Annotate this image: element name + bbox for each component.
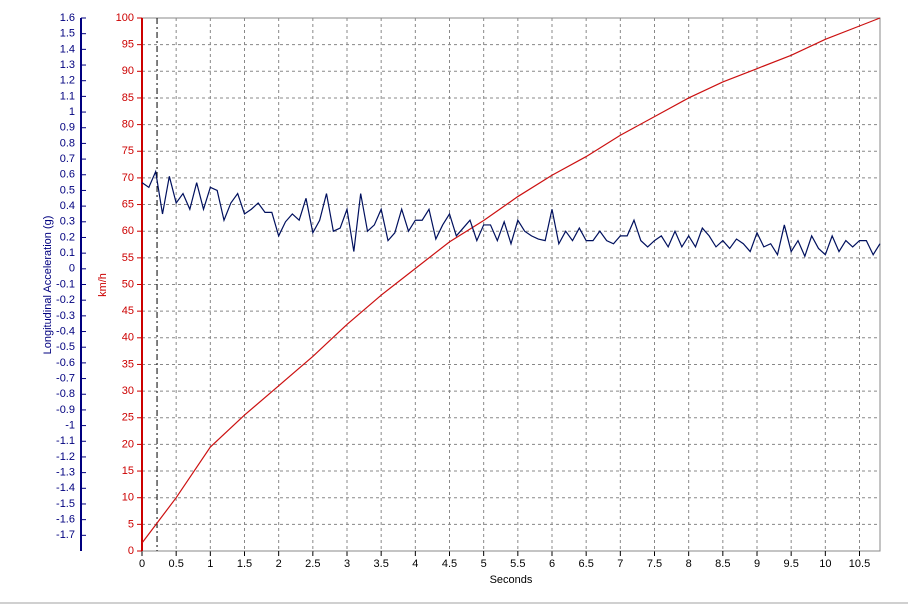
y2-tick-label: -1 <box>65 419 75 431</box>
x-tick-label: 0.5 <box>169 558 184 570</box>
x-tick-label: 8.5 <box>715 558 730 570</box>
y2-tick-label: 1.6 <box>60 12 75 24</box>
y2-tick-label: 1.1 <box>60 90 75 102</box>
x-tick-label: 4.5 <box>442 558 457 570</box>
y-tick-label: 50 <box>122 278 134 290</box>
y2-tick-label: 1.3 <box>60 59 75 71</box>
y2-axis-title: Longitudinal Acceleration (g) <box>42 216 54 355</box>
x-tick-label: 10.5 <box>849 558 870 570</box>
y2-tick-label: -1.2 <box>56 451 75 463</box>
x-tick-label: 2 <box>276 558 282 570</box>
y2-tick-label: -1.1 <box>56 435 75 447</box>
y-tick-label: 70 <box>122 172 134 184</box>
y-tick-label: 5 <box>128 518 134 530</box>
y2-tick-label: -0.7 <box>56 372 75 384</box>
y-tick-label: 55 <box>122 252 134 264</box>
y2-tick-label: 1 <box>69 106 75 118</box>
x-tick-label: 5 <box>481 558 487 570</box>
y2-tick-label: 0.9 <box>60 122 75 134</box>
y2-tick-label: 0.1 <box>60 247 75 259</box>
y2-tick-label: 0.2 <box>60 231 75 243</box>
y-tick-label: 20 <box>122 438 134 450</box>
y-tick-label: 40 <box>122 332 134 344</box>
y2-tick-label: -0.2 <box>56 294 75 306</box>
y-tick-label: 30 <box>122 385 134 397</box>
y-tick-label: 65 <box>122 198 134 210</box>
y2-tick-label: 0 <box>69 263 75 275</box>
y2-tick-label: 1.5 <box>60 28 75 40</box>
x-tick-label: 6 <box>549 558 555 570</box>
y2-tick-label: -0.8 <box>56 388 75 400</box>
y2-tick-label: -1.5 <box>56 498 75 510</box>
y2-tick-label: 0.8 <box>60 137 75 149</box>
y2-tick-label: -0.3 <box>56 310 75 322</box>
y-tick-label: 85 <box>122 92 134 104</box>
y2-tick-label: -1.4 <box>56 482 75 494</box>
series-line <box>141 169 881 258</box>
x-tick-label: 7.5 <box>647 558 662 570</box>
x-tick-label: 2.5 <box>305 558 320 570</box>
y2-tick-label: -1.3 <box>56 467 75 479</box>
x-tick-label: 9 <box>754 558 760 570</box>
y2-tick-label: 0.5 <box>60 184 75 196</box>
x-tick-label: 6.5 <box>579 558 594 570</box>
x-tick-label: 9.5 <box>784 558 799 570</box>
y-tick-label: 25 <box>122 412 134 424</box>
y-tick-label: 45 <box>122 305 134 317</box>
x-tick-label: 10 <box>819 558 831 570</box>
y2-tick-label: 1.2 <box>60 75 75 87</box>
y-axis-title: km/h <box>97 273 109 297</box>
y-tick-label: 0 <box>128 545 134 557</box>
y-tick-label: 80 <box>122 119 134 131</box>
x-tick-label: 5.5 <box>510 558 525 570</box>
x-tick-label: 0 <box>139 558 145 570</box>
y2-tick-label: 0.4 <box>60 200 75 212</box>
x-tick-label: 3 <box>344 558 350 570</box>
y2-tick-label: -1.6 <box>56 514 75 526</box>
y2-tick-label: 1.4 <box>60 43 75 55</box>
y2-tick-label: 0.6 <box>60 169 75 181</box>
x-tick-label: 8 <box>686 558 692 570</box>
y2-tick-label: -0.6 <box>56 357 75 369</box>
y-tick-label: 60 <box>122 225 134 237</box>
y-tick-label: 15 <box>122 465 134 477</box>
x-tick-label: 4 <box>412 558 418 570</box>
y2-tick-label: -0.1 <box>56 278 75 290</box>
y-tick-label: 100 <box>116 12 134 24</box>
y-tick-label: 95 <box>122 39 134 51</box>
series-line <box>141 17 881 544</box>
y2-tick-label: -1.7 <box>56 529 75 541</box>
y-tick-label: 75 <box>122 145 134 157</box>
y-tick-label: 10 <box>122 492 134 504</box>
y2-tick-label: 0.3 <box>60 216 75 228</box>
x-tick-label: 1.5 <box>237 558 252 570</box>
y2-tick-label: -0.5 <box>56 341 75 353</box>
x-tick-label: 7 <box>617 558 623 570</box>
x-tick-label: 3.5 <box>374 558 389 570</box>
y2-tick-label: 0.7 <box>60 153 75 165</box>
x-axis-title: Seconds <box>490 574 533 586</box>
x-tick-label: 1 <box>207 558 213 570</box>
y2-tick-label: -0.9 <box>56 404 75 416</box>
y2-tick-label: -0.4 <box>56 325 75 337</box>
y-tick-label: 35 <box>122 358 134 370</box>
y-tick-label: 90 <box>122 65 134 77</box>
